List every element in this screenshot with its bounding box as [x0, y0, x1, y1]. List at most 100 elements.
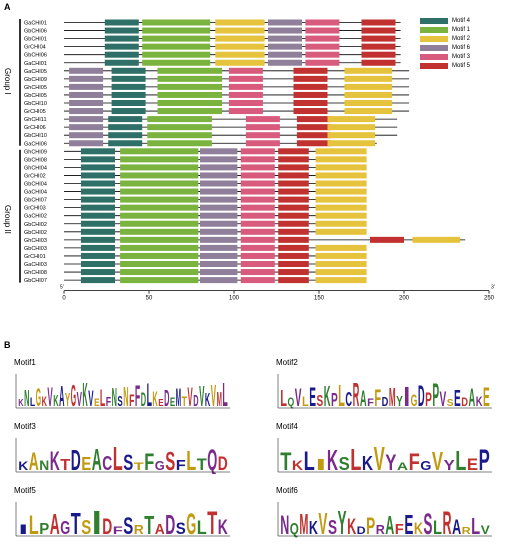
motif-box: [120, 204, 199, 211]
motif-box: [278, 228, 309, 235]
gene-name: GbCHI07: [24, 198, 47, 204]
motif-box: [315, 220, 367, 227]
logo-letter: I: [403, 381, 410, 410]
motif-box: [200, 196, 238, 203]
logo-letter: L: [280, 385, 287, 410]
motif-box: [104, 51, 139, 58]
motif-box: [69, 124, 104, 131]
motif-box: [344, 83, 393, 90]
motif-box: [81, 156, 115, 163]
logo-letter: L: [100, 385, 105, 410]
logo-letter: L: [304, 446, 315, 474]
logo-letter: K: [362, 453, 374, 474]
logo-letter: E: [170, 395, 175, 409]
logo-letter: D: [357, 525, 366, 537]
motif-box: [240, 196, 275, 203]
motif-box: [344, 108, 393, 115]
logo-letter: F: [367, 397, 374, 409]
logo-letter: E: [309, 382, 316, 410]
motif-box: [200, 212, 238, 219]
motif-box: [120, 244, 199, 251]
gene-name: GbCHI05: [24, 93, 47, 99]
motif-box: [215, 43, 265, 50]
logo-letter: G: [155, 458, 165, 473]
motif-box: [69, 100, 104, 106]
logo-letter: G: [420, 458, 431, 473]
motif-box: [278, 236, 309, 243]
logo-letter: D: [164, 385, 169, 410]
gene-name: GhCHI09: [24, 149, 47, 155]
logo-letter: D: [141, 390, 146, 410]
logo-letter: P: [479, 444, 490, 474]
motif-box: [245, 140, 280, 147]
motif-box: [142, 43, 211, 50]
motif-box: [81, 196, 115, 203]
gene-name: GbCHI08: [24, 157, 47, 163]
logo-letter: S: [316, 393, 323, 410]
motif-box: [278, 244, 309, 251]
logo-letter: L: [338, 378, 345, 410]
motif-box: [81, 261, 115, 267]
motif-box: [240, 148, 275, 155]
motif-box: [215, 19, 265, 26]
logo-letter: L: [30, 395, 35, 409]
logo-letter: A: [155, 521, 165, 538]
motif-box: [278, 148, 309, 155]
logo-letter: Q: [290, 521, 299, 538]
logo-letter: K: [50, 446, 60, 474]
motif-box: [315, 244, 367, 251]
axis-tick-label: 50: [146, 296, 153, 302]
gene-name: GaCHI01: [24, 21, 47, 27]
group-2-label: Group II: [3, 205, 12, 234]
motif-box: [157, 75, 223, 82]
motif-box: [104, 35, 139, 42]
motif-box: [81, 236, 115, 243]
legend-swatch: [420, 17, 448, 24]
motif-box: [81, 228, 115, 235]
logo-letter: E: [467, 455, 478, 474]
motif-structure-figure: GaCHI01 GbCHI06 GbCHI01 GrCHI04 GbCHI06 GaCHI…: [4, 14, 504, 334]
motif-box: [268, 19, 302, 26]
motif-box: [81, 269, 115, 276]
motif-box: [104, 19, 139, 26]
motif-box: [200, 269, 238, 276]
gene-name: GhCHI05: [24, 85, 47, 91]
logo-letter: K: [292, 457, 303, 473]
motif-box: [120, 148, 199, 155]
motif-box: [315, 180, 367, 187]
logo-letter: A: [385, 510, 394, 538]
motif-box: [147, 132, 212, 139]
motif-box: [315, 188, 367, 195]
motif-box: [296, 116, 331, 123]
motif-box: [81, 204, 115, 211]
logo-letter: V: [88, 386, 93, 410]
strand-end-label: 5': [60, 285, 64, 291]
motif-logo-title: Motif2: [276, 358, 298, 367]
logo-letter: E: [404, 509, 413, 538]
gene-name: GaCHI01: [24, 61, 47, 67]
motif-box: [240, 228, 275, 235]
motif-box: [240, 236, 275, 243]
logo-letter: G: [186, 508, 196, 538]
motif-box: [315, 172, 367, 179]
logo-letter: P: [425, 390, 432, 410]
motif-box: [120, 180, 199, 187]
logo-letter: A: [59, 381, 64, 410]
logo-letter: T: [207, 505, 217, 538]
logo-letter: L: [113, 440, 123, 474]
motif-box: [157, 67, 223, 74]
motif-box: [147, 116, 212, 123]
logo-letter: F: [135, 380, 140, 410]
motif-box: [104, 43, 139, 50]
logo-letter: E: [94, 397, 99, 409]
logo-letter: D: [218, 454, 228, 474]
logo-letter: E: [81, 454, 91, 474]
legend-swatch: [420, 35, 448, 42]
logo-letter: K: [309, 518, 318, 538]
motif-box: [370, 236, 404, 243]
motif-svg: GaCHI01 GbCHI06 GbCHI01 GrCHI04 GbCHI06 GaCHI…: [19, 19, 495, 302]
motif-box: [108, 132, 143, 139]
legend: Motif 4 Motif 1 Motif 2 Motif 6 Motif 3 Motif…: [420, 16, 504, 70]
